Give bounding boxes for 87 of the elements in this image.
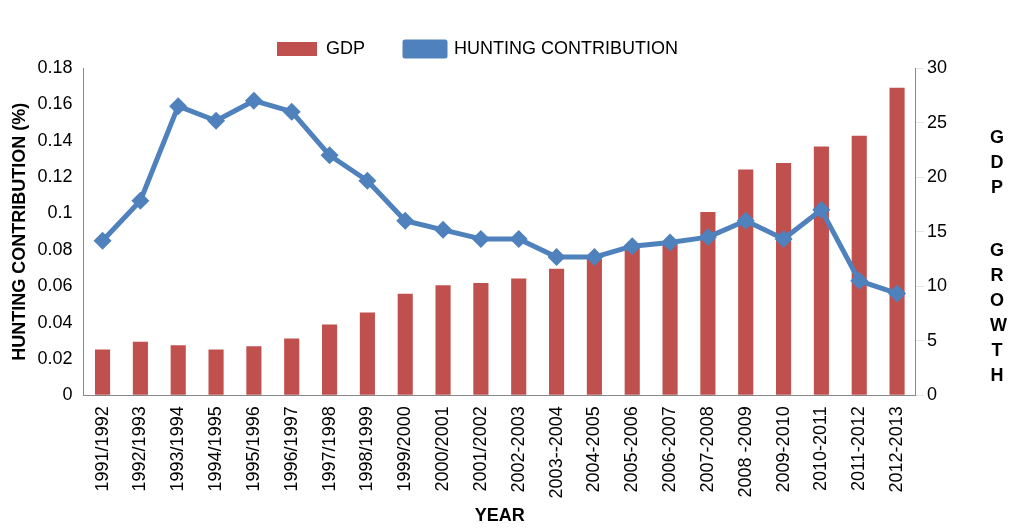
point xyxy=(434,220,453,239)
y2-tick-label: 10 xyxy=(926,275,948,296)
bar xyxy=(246,346,262,395)
bar xyxy=(132,341,148,395)
y-tick-label: 0.12 xyxy=(37,166,73,187)
bar xyxy=(851,135,867,395)
y-tick-label: 0.16 xyxy=(37,93,73,114)
x-tick-label: 2003--2004 xyxy=(545,406,566,499)
bar xyxy=(662,241,678,395)
point xyxy=(471,229,490,248)
y-tick-label: 0.14 xyxy=(37,129,73,150)
x-tick-label: 2007-2008 xyxy=(696,406,717,493)
y2-tick-label: 30 xyxy=(926,56,948,77)
x-tick-label: 2000/2001 xyxy=(432,406,453,492)
point xyxy=(131,191,150,210)
legend-label: HUNTING CONTRIBUTION xyxy=(454,37,679,58)
point xyxy=(358,171,377,190)
point xyxy=(207,111,226,130)
x-tick-label: 2012-2013 xyxy=(886,406,907,493)
x-tick-label: 1993/1994 xyxy=(167,406,188,492)
x-tick-label: 1994/1995 xyxy=(205,406,226,492)
point xyxy=(244,91,263,110)
y2-tick-label: 15 xyxy=(926,220,948,241)
x-tick-label: 1991/1992 xyxy=(91,406,112,492)
bar xyxy=(738,169,754,395)
x-tick-label: 1992/1993 xyxy=(129,406,150,492)
y-tick-label: 0.02 xyxy=(37,347,73,368)
y-tick-label: 0.04 xyxy=(37,311,73,332)
y-axis-title: HUNTING CONTRIBUTION (%) xyxy=(8,102,29,361)
x-tick-label: 1995/1996 xyxy=(242,406,263,492)
y2-tick-label: 5 xyxy=(926,329,937,350)
point xyxy=(698,228,717,247)
point xyxy=(320,146,339,165)
y2-tick-label: 25 xyxy=(926,111,948,132)
bar xyxy=(700,212,716,395)
point xyxy=(623,237,642,256)
x-tick-label: 1998/1999 xyxy=(356,406,377,492)
point xyxy=(661,233,680,252)
point xyxy=(812,200,831,219)
point xyxy=(888,284,907,303)
bar xyxy=(208,349,224,395)
y-tick-label: 0.08 xyxy=(37,238,73,259)
bar xyxy=(397,293,413,395)
x-tick-label: 1996/1997 xyxy=(280,406,301,492)
point xyxy=(93,231,112,250)
y-tick-label: 0.06 xyxy=(37,275,73,296)
bar xyxy=(284,338,300,395)
point xyxy=(850,271,869,290)
x-tick-label: 2005-2006 xyxy=(621,406,642,493)
bar xyxy=(548,268,565,395)
x-tick-label: 2002-2003 xyxy=(507,406,528,493)
x-tick-label: 2006-2007 xyxy=(659,406,680,493)
x-tick-label: 1997/1998 xyxy=(318,406,339,492)
x-tick-label: 2004-2005 xyxy=(583,406,604,493)
bar xyxy=(359,312,375,395)
point xyxy=(282,102,301,121)
y2-tick-label: 0 xyxy=(926,384,937,405)
y-tick-label: 0 xyxy=(62,384,73,405)
x-tick-label: 2011-2012 xyxy=(848,406,869,492)
bar xyxy=(511,278,527,395)
y-tick-label: 0.18 xyxy=(37,56,73,77)
x-axis-title: YEAR xyxy=(474,505,525,526)
bar xyxy=(889,87,905,395)
bar xyxy=(813,146,829,395)
bar xyxy=(775,162,792,395)
bar xyxy=(624,248,640,395)
bar xyxy=(321,324,338,395)
point xyxy=(396,211,415,230)
bar xyxy=(170,345,186,395)
point xyxy=(169,97,188,116)
x-tick-label: 1999/2000 xyxy=(394,406,415,492)
point xyxy=(774,229,793,248)
x-tick-label: 2009-2010 xyxy=(772,406,793,493)
point xyxy=(547,248,566,267)
bar xyxy=(94,349,111,395)
point xyxy=(736,211,755,230)
y-tick-label: 0.1 xyxy=(47,202,73,223)
legend-label: GDP xyxy=(326,37,366,58)
bar xyxy=(435,285,451,395)
bar xyxy=(586,258,602,395)
text: GDP GROWTH xyxy=(990,127,1007,385)
x-tick-label: 2010-2011 xyxy=(810,406,831,492)
x-tick-label: 2008 -2009 xyxy=(734,406,755,498)
y2-tick-label: 20 xyxy=(926,166,948,187)
x-tick-label: 2001/2002 xyxy=(469,406,490,492)
bar xyxy=(473,282,489,395)
point xyxy=(585,248,604,267)
